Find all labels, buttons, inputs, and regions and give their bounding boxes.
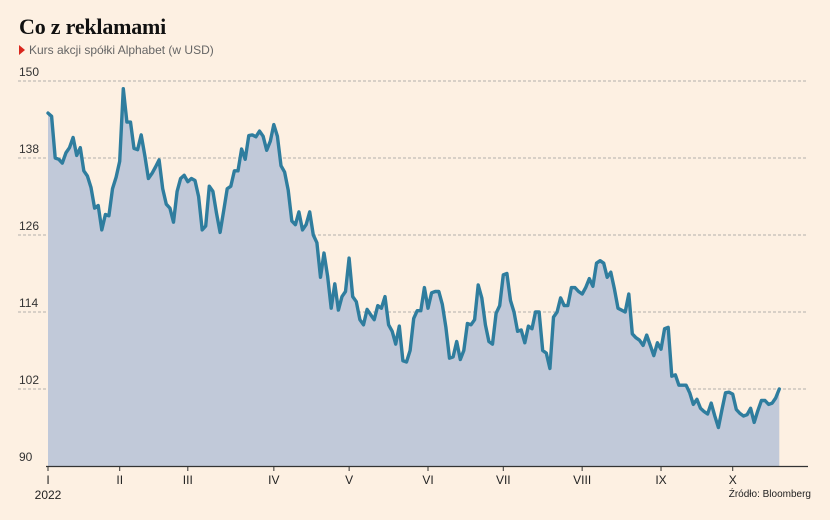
x-tick-label: VII xyxy=(496,473,511,487)
y-tick-label: 102 xyxy=(19,373,39,387)
y-tick-label: 90 xyxy=(19,450,33,464)
price-line xyxy=(46,87,781,430)
chart-title: Co z reklamami xyxy=(19,14,167,39)
x-tick-label: VI xyxy=(422,473,433,487)
x-tick-label: X xyxy=(729,473,737,487)
y-tick-label: 126 xyxy=(19,219,39,233)
y-tick-label: 114 xyxy=(19,296,38,310)
x-axis-ticks: I II III IV V VI VII VIII IX X xyxy=(46,466,737,487)
x-tick-label: IX xyxy=(655,473,666,487)
x-tick-label: III xyxy=(183,473,193,487)
y-axis-ticks: 90 102 114 126 138 150 xyxy=(19,65,39,464)
x-tick-label: IV xyxy=(268,473,279,487)
y-tick-label: 138 xyxy=(19,142,39,156)
source-note: Źródło: Bloomberg xyxy=(728,489,811,500)
chart-subtitle: Kurs akcji spółki Alphabet (w USD) xyxy=(19,43,214,57)
x-tick-label: VIII xyxy=(573,473,591,487)
year-label: 2022 xyxy=(35,488,62,502)
triangle-marker-icon xyxy=(19,45,25,55)
price-area-fill xyxy=(48,88,780,466)
subtitle-text: Kurs akcji spółki Alphabet (w USD) xyxy=(29,43,214,57)
x-tick-label: I xyxy=(46,473,49,487)
x-tick-label: II xyxy=(116,473,123,487)
y-tick-label: 150 xyxy=(19,65,39,79)
x-tick-label: V xyxy=(345,473,353,487)
